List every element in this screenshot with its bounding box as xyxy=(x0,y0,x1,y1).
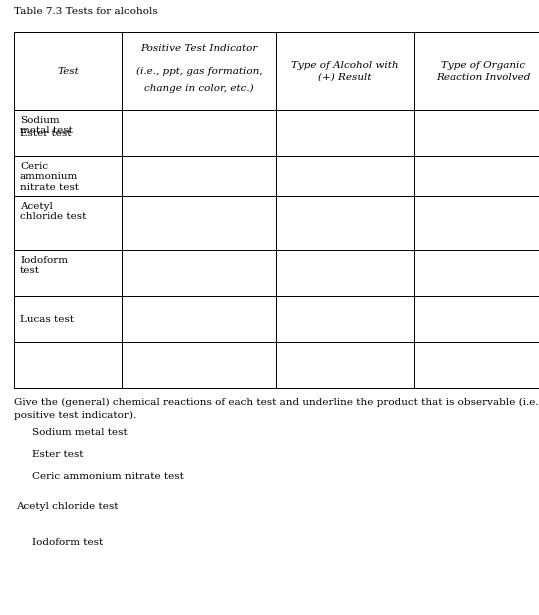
Text: Ester test: Ester test xyxy=(20,129,72,138)
Text: (i.e., ppt, gas formation,: (i.e., ppt, gas formation, xyxy=(136,67,262,76)
Text: Positive Test Indicator: Positive Test Indicator xyxy=(140,44,258,53)
Text: Test: Test xyxy=(57,66,79,76)
Text: positive test indicator).: positive test indicator). xyxy=(14,411,136,420)
Text: change in color, etc.): change in color, etc.) xyxy=(144,84,254,93)
Text: Type of Alcohol with: Type of Alcohol with xyxy=(291,60,399,69)
Text: Ceric
ammonium
nitrate test: Ceric ammonium nitrate test xyxy=(20,162,79,192)
Text: Ceric ammonium nitrate test: Ceric ammonium nitrate test xyxy=(32,472,184,481)
Text: Type of Organic: Type of Organic xyxy=(441,60,525,69)
Text: Iodoform
test: Iodoform test xyxy=(20,256,68,276)
Text: Acetyl
chloride test: Acetyl chloride test xyxy=(20,202,86,221)
Text: Give the (general) chemical reactions of each test and underline the product tha: Give the (general) chemical reactions of… xyxy=(14,398,539,407)
Text: Acetyl chloride test: Acetyl chloride test xyxy=(16,502,119,511)
Text: (+) Result: (+) Result xyxy=(318,73,372,82)
Text: Table 7.3 Tests for alcohols: Table 7.3 Tests for alcohols xyxy=(14,7,158,16)
Text: Sodium metal test: Sodium metal test xyxy=(32,428,128,437)
Text: Ester test: Ester test xyxy=(32,450,84,459)
Text: Iodoform test: Iodoform test xyxy=(32,538,103,547)
Text: Reaction Involved: Reaction Involved xyxy=(436,73,530,82)
Text: Sodium
metal test: Sodium metal test xyxy=(20,116,73,135)
Text: Lucas test: Lucas test xyxy=(20,314,74,323)
